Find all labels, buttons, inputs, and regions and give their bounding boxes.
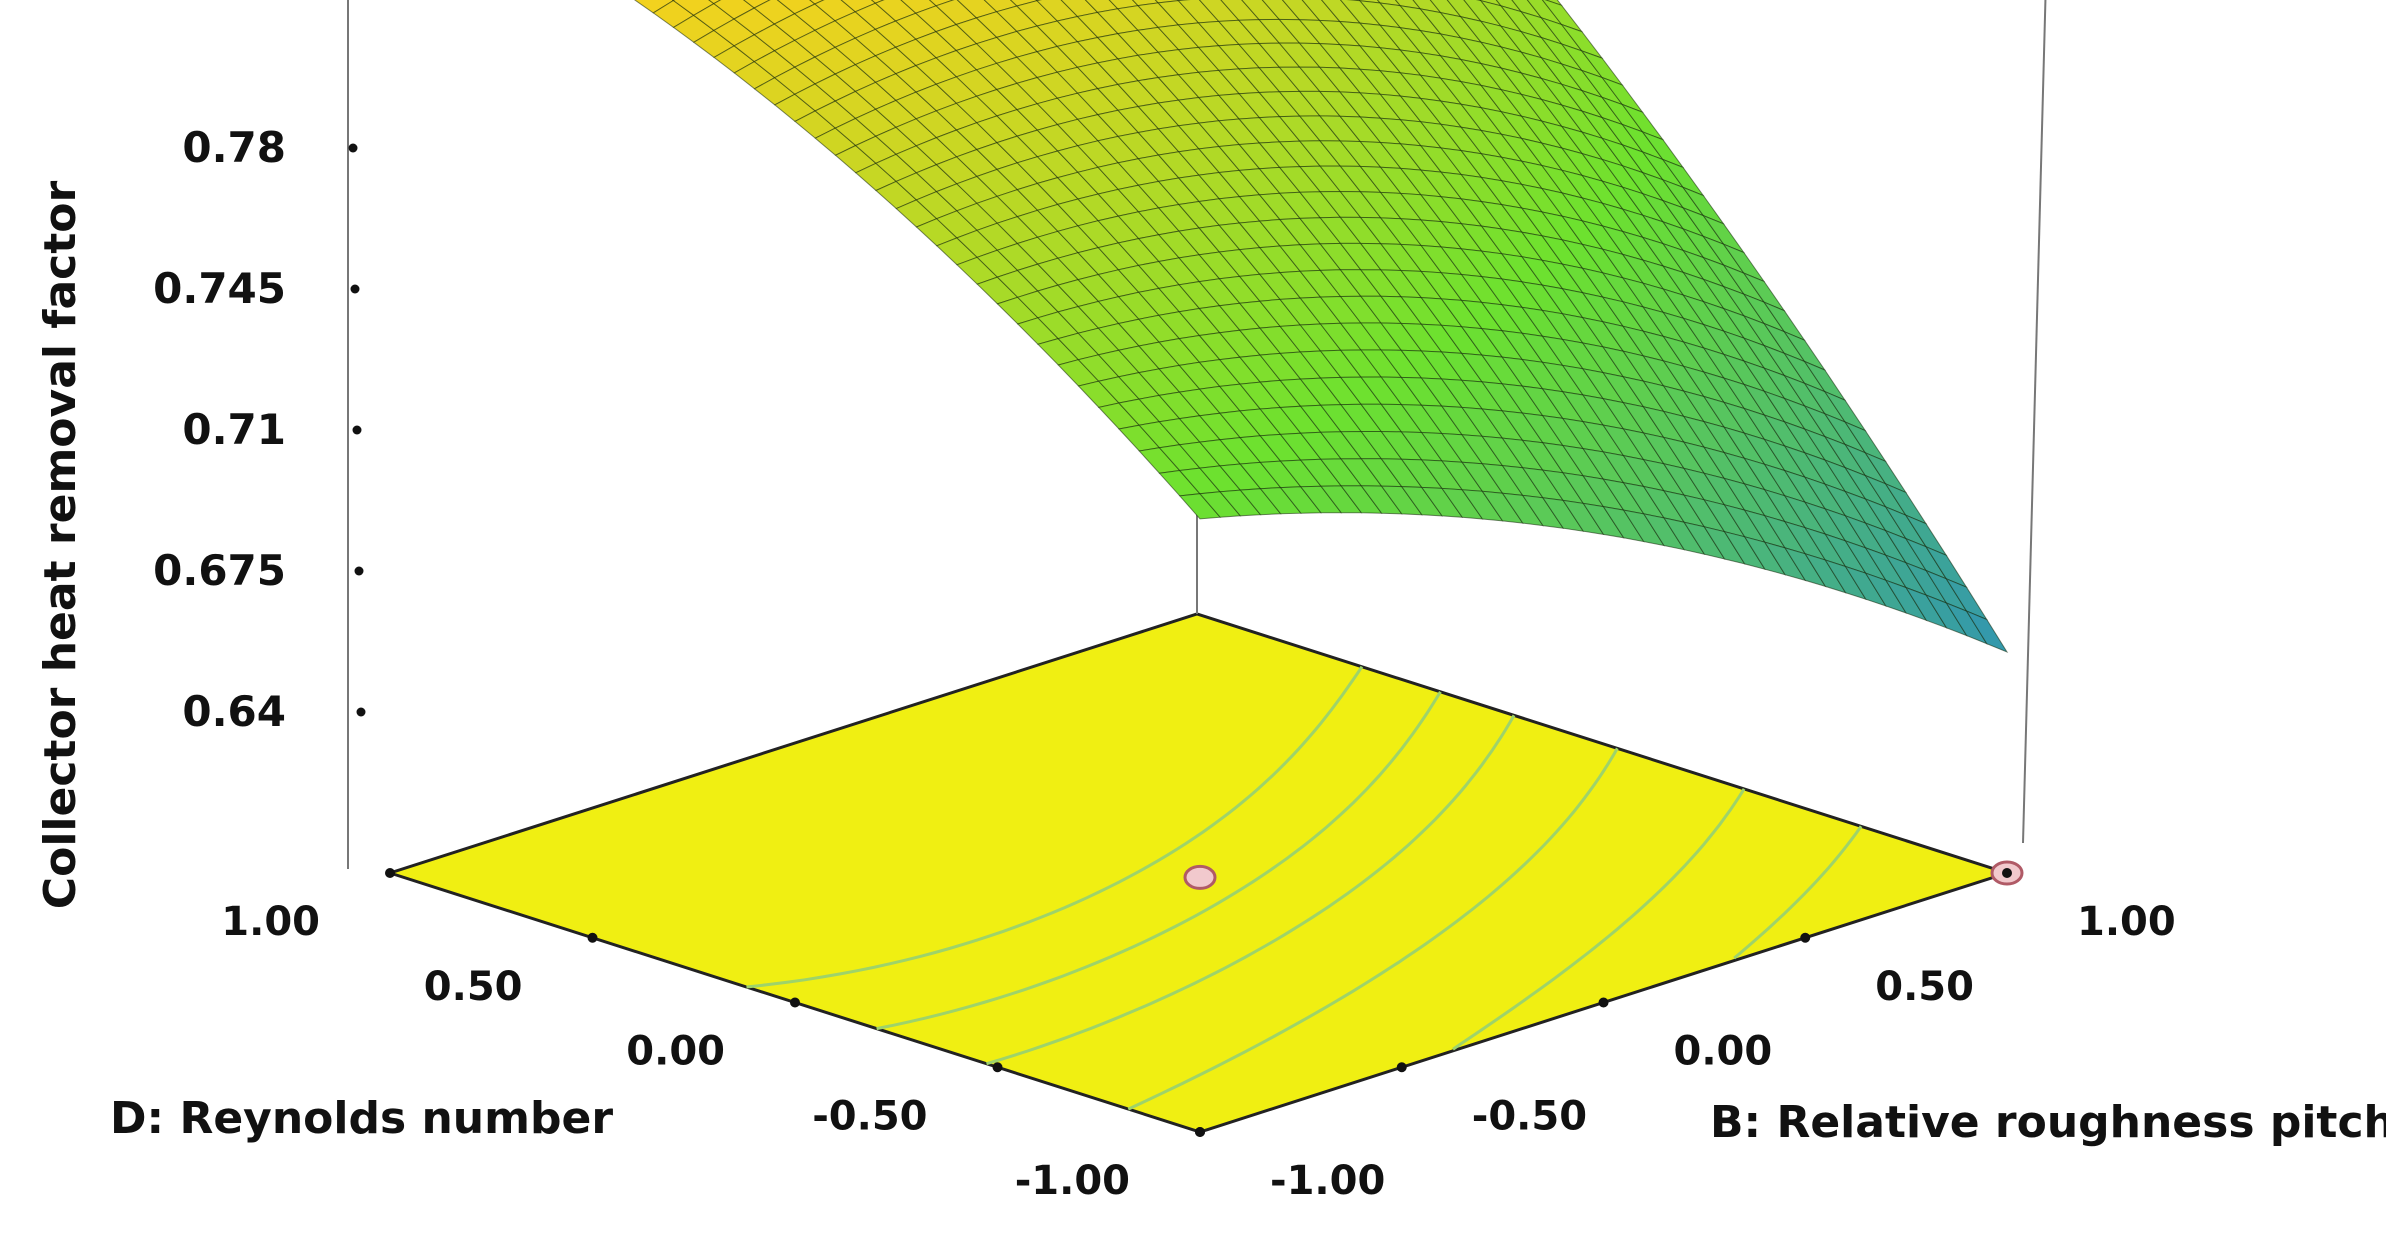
- z-tick-mark: [348, 143, 358, 153]
- z-tick-label: 0.745: [153, 264, 286, 313]
- y-tick-label: 1.00: [2077, 899, 2176, 945]
- contour-line: [876, 691, 1442, 1031]
- surface-facet: [809, 0, 825, 5]
- surface-facet: [743, 0, 771, 9]
- x-tick-label: 0.00: [626, 1029, 725, 1075]
- z-tick-mark: [356, 707, 366, 717]
- x-axis-title: D: Reynolds number: [110, 1093, 613, 1144]
- y-tick-label: 0.00: [1674, 1029, 1773, 1075]
- tick-marks: 0.64 0.675 0.71 0.745 0.78 -1.00 -0.50 0.00 0.50…: [153, 123, 2176, 1204]
- z-tick-label: 0.64: [182, 687, 286, 736]
- y-tick-mark: [1195, 1127, 1205, 1137]
- y-tick-mark: [1598, 997, 1609, 1008]
- y-tick-mark: [1396, 1062, 1407, 1073]
- x-tick-label: -1.00: [1015, 1158, 1130, 1204]
- x-tick-label: 1.00: [221, 899, 320, 945]
- z-tick-label: 0.78: [182, 123, 286, 172]
- contour-line: [1452, 788, 1746, 1051]
- response-surface: [633, 0, 2009, 654]
- y-tick-mark: [2002, 868, 2012, 878]
- design-point-below-surface: [1183, 864, 1217, 890]
- z-tick-mark: [350, 284, 360, 294]
- x-tick-mark: [992, 1062, 1003, 1073]
- z-axis-title: Collector heat removal factor: [35, 181, 86, 910]
- x-tick-mark: [790, 997, 800, 1008]
- z-tick-mark: [354, 566, 364, 576]
- y-tick-label: 0.50: [1875, 964, 1974, 1010]
- y-tick-label: -0.50: [1472, 1093, 1587, 1139]
- x-tick-label: -0.50: [812, 1093, 927, 1139]
- contour-line: [1127, 747, 1619, 1111]
- frame-right-vertical: [2022, 0, 2047, 844]
- x-tick-mark: [385, 868, 395, 878]
- surface-facet: [928, 0, 955, 7]
- z-tick-mark: [352, 425, 362, 435]
- y-tick-mark: [1800, 932, 1811, 943]
- surface-facet: [708, 0, 722, 5]
- contour-line: [1733, 825, 1863, 960]
- x-tick-mark: [587, 932, 598, 943]
- x-tick-label: 0.50: [424, 964, 523, 1010]
- contour-line: [746, 665, 1364, 989]
- z-tick-label: 0.71: [182, 405, 286, 454]
- y-axis-title: B: Relative roughness pitch: [1710, 1097, 2386, 1148]
- z-tick-label: 0.675: [153, 546, 286, 595]
- contour-line: [986, 714, 1516, 1066]
- y-tick-label: -1.00: [1270, 1158, 1385, 1204]
- surface-facet: [1965, 610, 2009, 654]
